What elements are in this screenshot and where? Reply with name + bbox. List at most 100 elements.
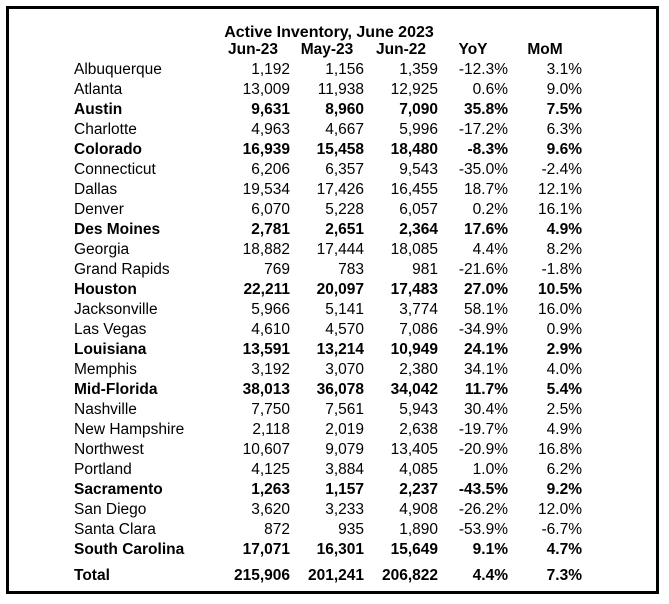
table-row: Denver 6,070 5,228 6,057 0.2% 16.1% (66, 200, 582, 220)
total-row: Total 215,906 201,241 206,822 4.4% 7.3% (66, 560, 582, 592)
table-row: Las Vegas 4,610 4,570 7,086 -34.9% 0.9% (66, 320, 582, 340)
cell-jun-23: 6,070 (251, 201, 290, 218)
cell-jun-22: 9,543 (399, 161, 438, 178)
cell-mom: 16.0% (538, 301, 582, 318)
cell-jun-23: 19,534 (242, 181, 290, 198)
cell-may-23: 4,667 (325, 121, 364, 138)
cell-mom: 9.2% (546, 481, 582, 498)
cell-jun-23: 872 (264, 521, 290, 538)
cell-yoy: 9.1% (472, 541, 508, 558)
cell-jun-22: 17,483 (390, 281, 438, 298)
cell-yoy: 34.1% (464, 361, 508, 378)
table-frame: Active Inventory, June 2023 (6, 6, 659, 594)
cell-may-23: 2,651 (325, 221, 364, 238)
cell-may-23: 5,141 (325, 301, 364, 318)
table-row: Memphis 3,192 3,070 2,380 34.1% 4.0% (66, 360, 582, 380)
cell-jun-23: 16,939 (242, 141, 290, 158)
cell-may-23: 16,301 (316, 541, 364, 558)
header-market (66, 40, 216, 60)
header-jun-23: Jun-23 (228, 41, 278, 58)
cell-jun-23: 1,192 (251, 61, 290, 78)
cell-yoy: 58.1% (464, 301, 508, 318)
cell-mom: 3.1% (546, 61, 582, 78)
cell-jun-22: 13,405 (390, 441, 438, 458)
cell-mom: 0.9% (546, 321, 582, 338)
cell-yoy: 27.0% (464, 281, 508, 298)
cell-yoy: 0.2% (472, 201, 508, 218)
cell-mom: 4.9% (546, 421, 582, 438)
cell-may-23: 17,426 (316, 181, 364, 198)
cell-jun-22: 1,890 (399, 521, 438, 538)
cell-may-23: 20,097 (316, 281, 364, 298)
cell-yoy: 17.6% (464, 221, 508, 238)
table-row: South Carolina 17,071 16,301 15,649 9.1% 4.7% (66, 540, 582, 560)
cell-mom: -6.7% (541, 521, 583, 538)
cell-mom: 7.5% (546, 101, 582, 118)
market-name: Las Vegas (74, 321, 147, 338)
cell-jun-23: 17,071 (242, 541, 290, 558)
cell-may-23: 3,233 (325, 501, 364, 518)
cell-jun-23: 22,211 (243, 281, 290, 298)
market-name: Des Moines (74, 221, 161, 238)
cell-jun-22: 10,949 (390, 341, 438, 358)
cell-yoy: -34.9% (458, 321, 508, 338)
market-name: Louisiana (74, 341, 147, 358)
table-title: Active Inventory, June 2023 (224, 24, 434, 41)
cell-jun-22: 981 (412, 261, 438, 278)
market-name: Memphis (74, 361, 137, 378)
cell-mom: 16.8% (538, 441, 582, 458)
cell-jun-23: 2,118 (252, 421, 290, 438)
header-jun-22: Jun-22 (376, 41, 426, 58)
market-name: Houston (74, 281, 137, 298)
market-name: Grand Rapids (74, 261, 170, 278)
cell-mom: 4.0% (546, 361, 582, 378)
table-row: Dallas 19,534 17,426 16,455 18.7% 12.1% (66, 180, 582, 200)
market-name: Austin (74, 101, 123, 118)
cell-jun-22: 4,908 (399, 501, 438, 518)
cell-yoy: -17.2% (458, 121, 508, 138)
cell-may-23: 5,228 (325, 201, 364, 218)
header-mom: MoM (527, 41, 563, 58)
cell-jun-23: 9,631 (251, 101, 290, 118)
cell-yoy: -53.9% (458, 521, 508, 538)
cell-yoy: 4.4% (472, 241, 508, 258)
header-yoy: YoY (458, 41, 488, 58)
table-row: Jacksonville 5,966 5,141 3,774 58.1% 16.0% (66, 300, 582, 320)
table-row: Connecticut 6,206 6,357 9,543 -35.0% -2.4% (66, 160, 582, 180)
cell-may-23: 11,938 (317, 81, 364, 98)
cell-may-23: 9,079 (325, 441, 364, 458)
cell-yoy: -21.6% (458, 261, 508, 278)
cell-jun-22: 7,086 (399, 321, 438, 338)
cell-jun-22: 5,943 (399, 401, 438, 418)
market-name: Connecticut (74, 161, 156, 178)
cell-mom: 16.1% (538, 201, 582, 218)
cell-jun-23: 5,966 (251, 301, 290, 318)
market-name: Atlanta (74, 81, 123, 98)
table-row: Houston 22,211 20,097 17,483 27.0% 10.5% (66, 280, 582, 300)
cell-yoy: -20.9% (458, 441, 508, 458)
total-jun-22: 206,822 (381, 567, 438, 584)
cell-may-23: 7,561 (325, 401, 364, 418)
cell-may-23: 1,157 (325, 481, 364, 498)
market-name: Dallas (74, 181, 118, 198)
cell-jun-23: 13,591 (242, 341, 290, 358)
table-row: Atlanta 13,009 11,938 12,925 0.6% 9.0% (66, 80, 582, 100)
cell-yoy: 35.8% (464, 101, 508, 118)
cell-may-23: 4,570 (325, 321, 364, 338)
market-name: Colorado (74, 141, 143, 158)
market-name: Charlotte (74, 121, 137, 138)
cell-yoy: 1.0% (472, 461, 508, 478)
table-row: New Hampshire 2,118 2,019 2,638 -19.7% 4.9% (66, 420, 582, 440)
table-row: Mid-Florida 38,013 36,078 34,042 11.7% 5.4% (66, 380, 582, 400)
cell-yoy: -43.5% (458, 481, 508, 498)
market-name: Mid-Florida (74, 381, 158, 398)
cell-mom: 4.9% (546, 221, 582, 238)
cell-jun-23: 4,125 (251, 461, 290, 478)
cell-mom: 2.9% (546, 341, 582, 358)
total-yoy: 4.4% (472, 567, 508, 584)
cell-yoy: -12.3% (458, 61, 508, 78)
cell-jun-23: 3,620 (251, 501, 290, 518)
cell-yoy: 24.1% (464, 341, 508, 358)
total-may-23: 201,241 (307, 567, 364, 584)
cell-jun-22: 2,380 (399, 361, 438, 378)
